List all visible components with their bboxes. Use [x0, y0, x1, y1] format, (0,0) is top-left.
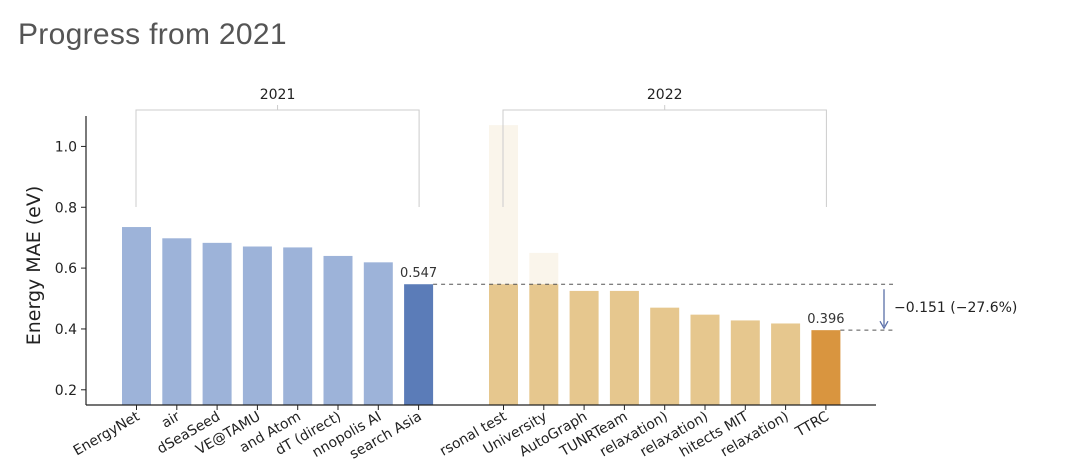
bar-1-4 [650, 307, 680, 405]
bar-0-4 [283, 247, 313, 405]
y-tick-label-1: 0.4 [55, 322, 77, 338]
improvement-arrow-head [879, 320, 889, 330]
x-tick-label-1-8: TTRC [792, 408, 832, 440]
bar-0-5 [323, 255, 353, 405]
bar-0-7 [404, 284, 434, 405]
group-bracket-2022 [502, 109, 827, 207]
improvement-label: −0.151 (−27.6%) [894, 300, 1017, 316]
x-tick-label-0-1: air [159, 408, 183, 431]
y-tick-label-0: 0.2 [55, 383, 77, 399]
y-tick-label-3: 0.8 [55, 200, 77, 216]
group-bracket-2021 [135, 109, 420, 207]
y-tick-label-4: 1.0 [55, 139, 77, 155]
bar-0-6 [363, 262, 393, 405]
group-label-2021: 2021 [260, 87, 296, 103]
bar-0-0 [122, 227, 151, 405]
bar-1-1 [529, 284, 559, 405]
bar-1-3 [609, 290, 639, 405]
page-title: Progress from 2021 [18, 18, 287, 51]
bar-0-3 [242, 246, 272, 405]
y-tick-label-2: 0.6 [55, 261, 77, 277]
data-label-2021: 0.547 [400, 266, 437, 281]
x-tick-label-0-0: EnergyNet [71, 408, 143, 459]
bar-1-7 [771, 323, 801, 405]
bar-1-2 [569, 290, 599, 405]
y-axis-label: Energy MAE (eV) [23, 186, 45, 346]
group-label-2022: 2022 [647, 87, 683, 103]
bar-1-8 [811, 330, 841, 405]
bar-1-0 [489, 284, 518, 405]
bar-1-5 [690, 314, 720, 405]
bar-0-2 [202, 242, 232, 405]
bar-0-1 [162, 238, 192, 405]
bar-faded-1-1 [529, 252, 559, 285]
bar-1-6 [730, 320, 760, 405]
data-label-2022: 0.396 [807, 312, 844, 327]
